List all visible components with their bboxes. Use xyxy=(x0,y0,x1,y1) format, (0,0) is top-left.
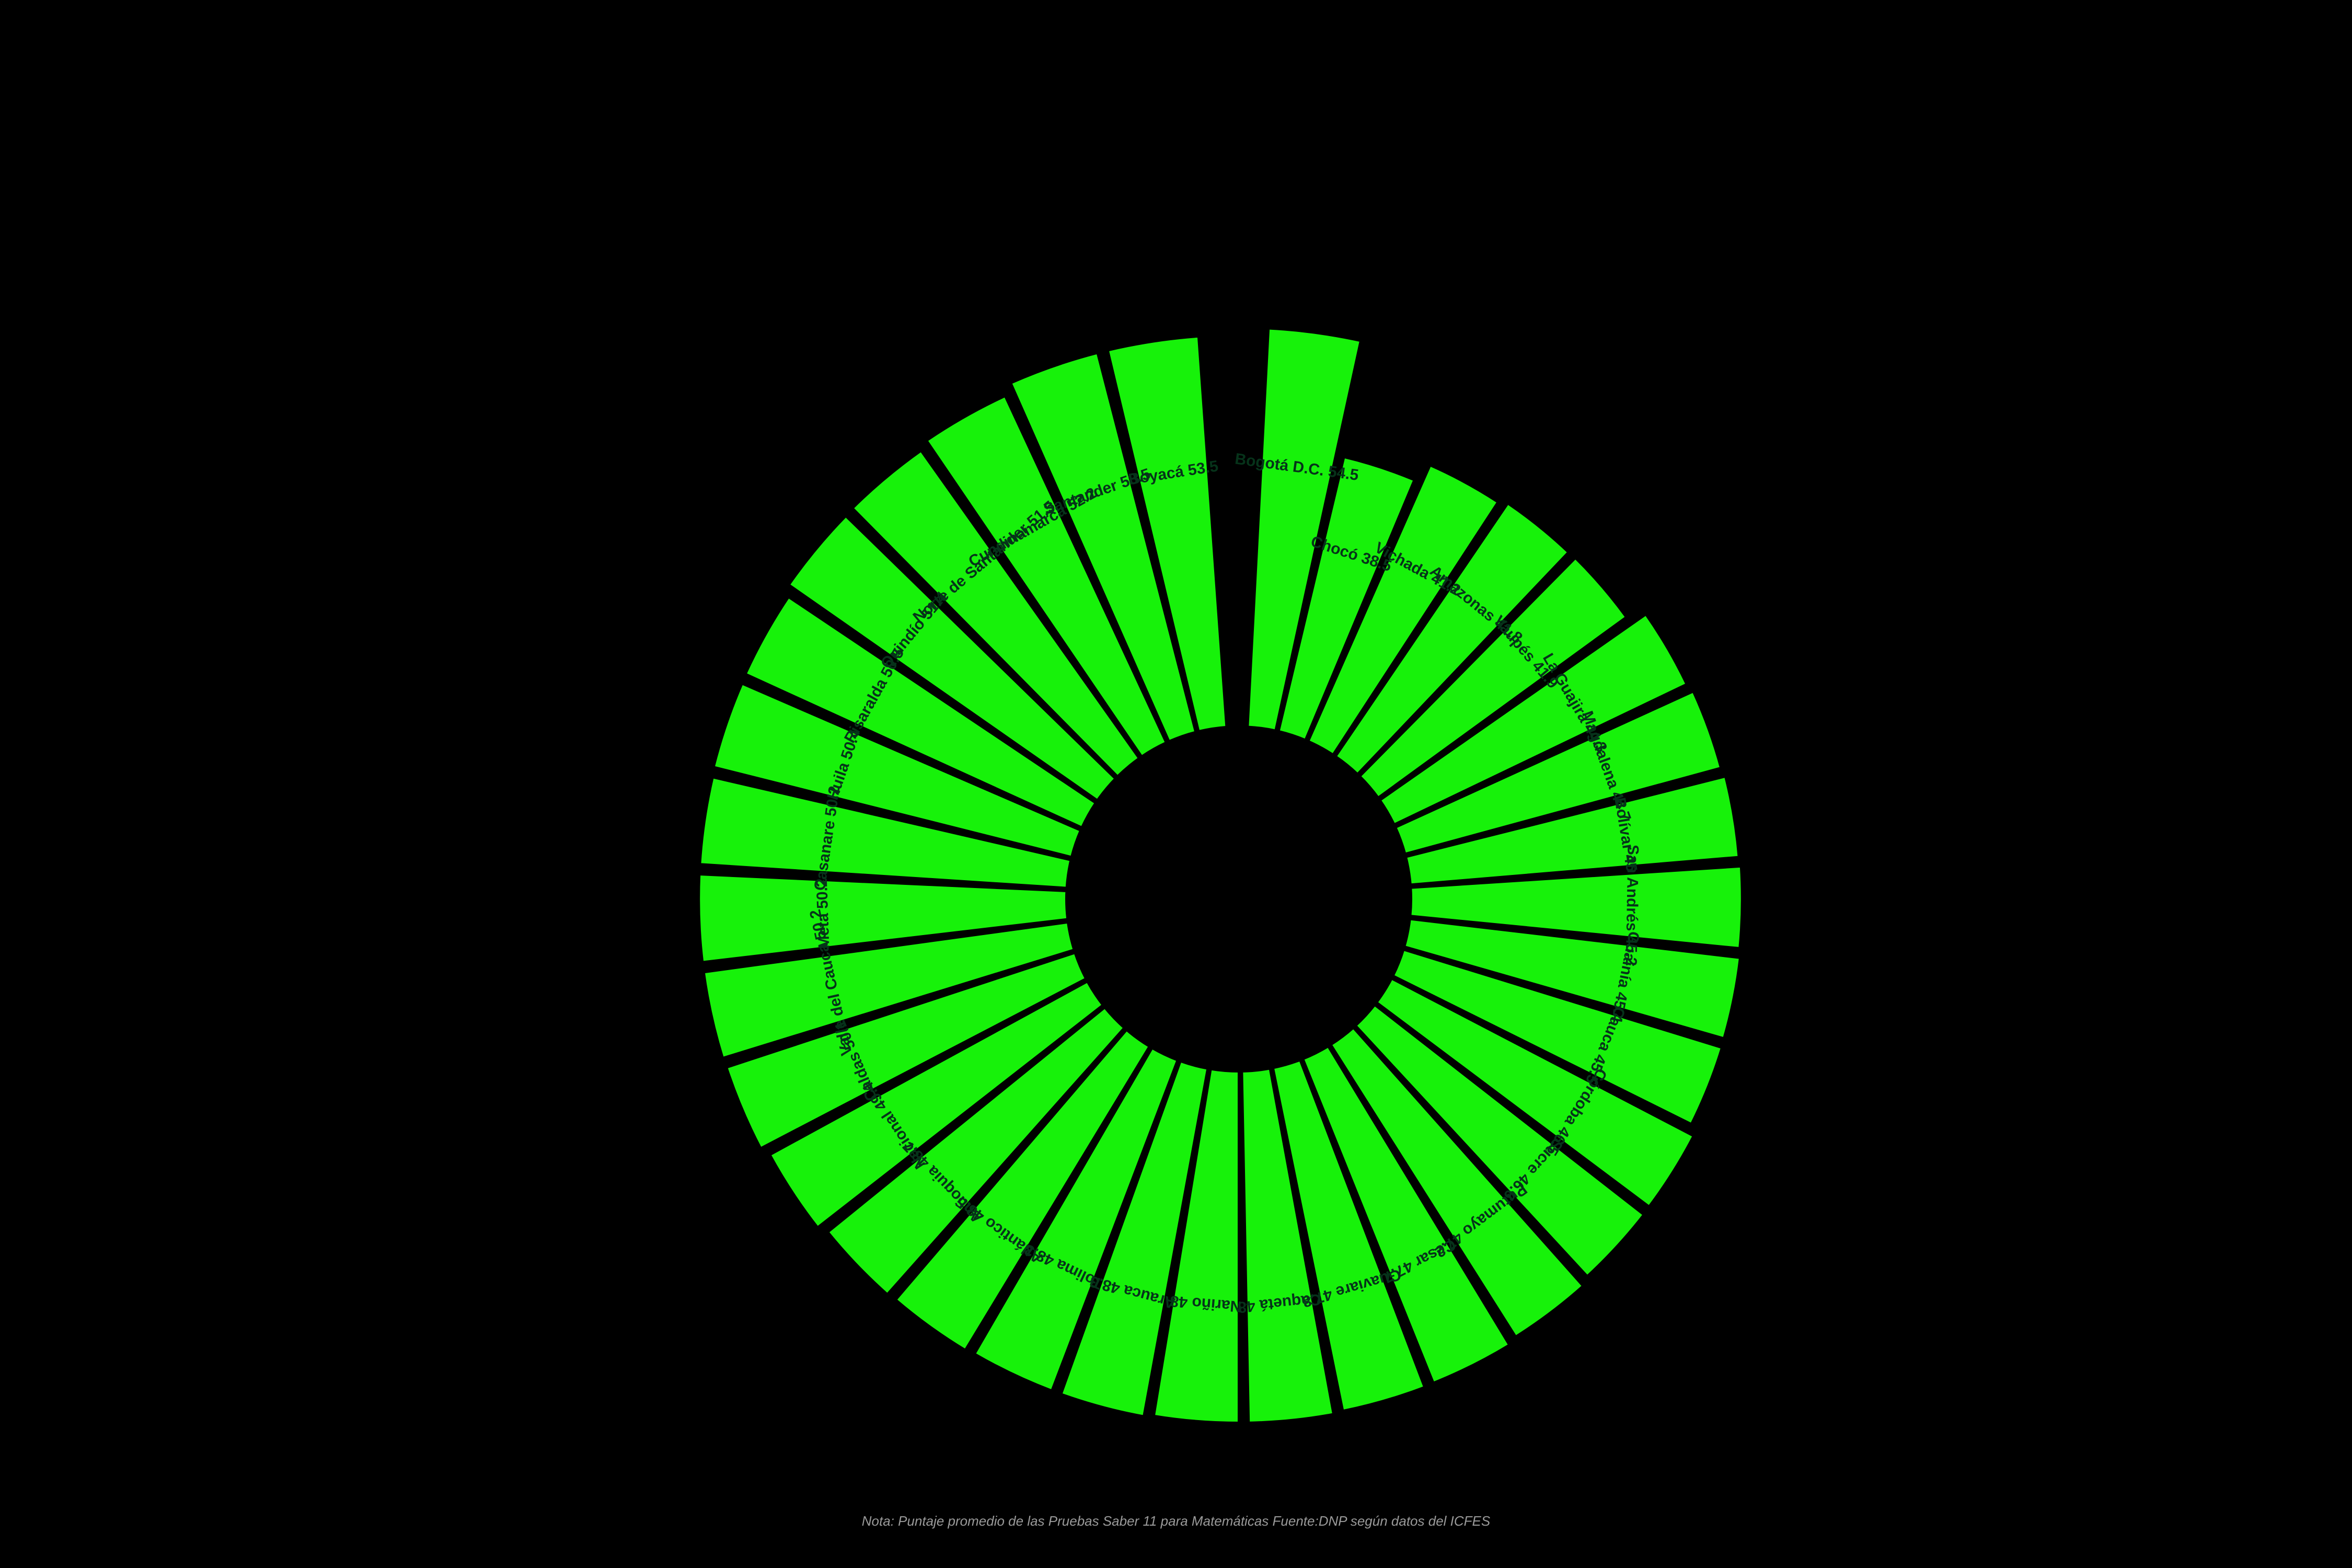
circular-bar-chart: Bogotá D.C. 54.5 Chocó 38.5 Vichada 41.2 Am… xyxy=(0,0,2352,1568)
chart-caption: Nota: Puntaje promedio de las Pruebas Sa… xyxy=(0,1513,2352,1529)
chart-svg: Bogotá D.C. 54.5Chocó 38.5Vichada 41.2Am… xyxy=(0,0,2352,1568)
